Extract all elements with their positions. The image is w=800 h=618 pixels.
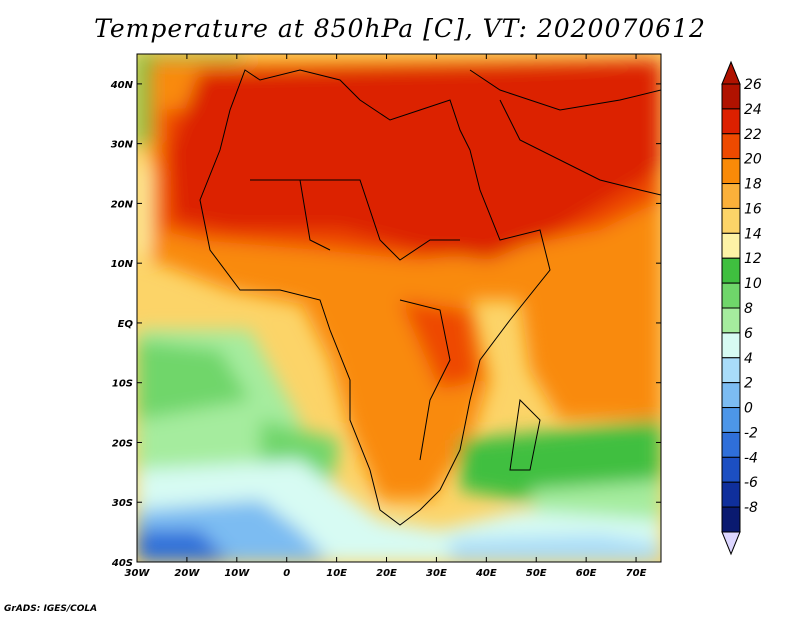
colorbar-swatch — [721, 357, 741, 384]
colorbar-label: 16 — [744, 201, 762, 217]
colorbar-label: 4 — [744, 351, 753, 367]
colorbar-swatch — [721, 307, 741, 334]
colorbar-label: 24 — [744, 102, 762, 118]
lat-tick-label: 30S — [112, 498, 133, 509]
latitude-axis: 40N 30N 20N 10N EQ 10S 20S 30S 40S — [110, 80, 661, 569]
lon-tick-label: 30E — [426, 568, 447, 579]
colorbar-swatch — [721, 382, 741, 409]
lat-tick-label: 10N — [111, 259, 134, 270]
lon-tick-label: 20E — [376, 568, 397, 579]
lon-tick-label: 60E — [576, 568, 597, 579]
colorbar-top-arrow — [721, 60, 741, 85]
colorbar-label: -4 — [744, 450, 758, 466]
colorbar-swatch — [721, 506, 741, 533]
colorbar-bottom-arrow — [721, 531, 741, 556]
colorbar-swatch — [721, 332, 741, 359]
colorbar-swatch — [721, 158, 741, 185]
colorbar-label: 20 — [744, 152, 762, 168]
colorbar-label: 6 — [744, 326, 753, 342]
colorbar-swatch — [721, 481, 741, 508]
temperature-field — [137, 54, 661, 562]
lon-tick-label: 0 — [283, 568, 290, 579]
colorbar-swatch — [721, 207, 741, 234]
colorbar-label: 8 — [744, 301, 753, 317]
colorbar-swatch — [721, 407, 741, 433]
coastlines — [199, 69, 661, 526]
colorbar-label: 2 — [744, 376, 753, 392]
lon-tick-label: 20W — [174, 568, 200, 579]
colorbar-label: 22 — [744, 127, 762, 143]
lon-tick-label: 10W — [224, 568, 250, 579]
colorbar-label: -8 — [744, 500, 758, 516]
colorbar-swatch — [721, 133, 741, 160]
colorbar-label: -2 — [744, 425, 758, 441]
colorbar-swatch — [721, 108, 741, 135]
lat-tick-label: 10S — [112, 379, 133, 390]
colorbar-label: -6 — [744, 475, 758, 491]
colorbar-label: 10 — [744, 276, 762, 292]
colorbar-label: 18 — [744, 177, 762, 193]
map-frame — [136, 53, 662, 563]
lat-tick-label: 20S — [112, 438, 133, 449]
lat-tick-label: EQ — [118, 319, 134, 330]
lon-tick-label: 70E — [626, 568, 647, 579]
colorbar-swatch — [721, 83, 741, 110]
colorbar-swatch — [721, 431, 741, 458]
colorbar-swatch — [721, 282, 741, 309]
lat-tick-label: 40N — [110, 80, 134, 91]
map-title: Temperature at 850hPa [C], VT: 202007061… — [94, 14, 706, 43]
colorbar-label: 12 — [744, 251, 762, 267]
colorbar-label: 0 — [744, 401, 753, 417]
colorbar-label: 14 — [744, 226, 762, 242]
colorbar-swatch — [721, 183, 741, 209]
lat-tick-label: 30N — [111, 140, 134, 151]
grads-credit: GrADS: IGES/COLA — [4, 604, 98, 614]
lon-tick-label: 40E — [475, 568, 497, 579]
colorbar-swatch — [721, 232, 741, 259]
colorbar-swatch — [721, 456, 741, 483]
longitude-axis: 30W 20W 10W 0 10E 20E 30E 40E 50E 60E 70E — [125, 54, 647, 579]
lon-tick-label: 30W — [125, 568, 151, 579]
lon-tick-label: 50E — [526, 568, 547, 579]
lat-tick-label: 40S — [111, 558, 133, 569]
colorbar-label: 26 — [744, 77, 762, 93]
colorbar-swatch — [721, 257, 741, 284]
lat-tick-label: 20N — [111, 199, 134, 210]
lon-tick-label: 10E — [326, 568, 347, 579]
